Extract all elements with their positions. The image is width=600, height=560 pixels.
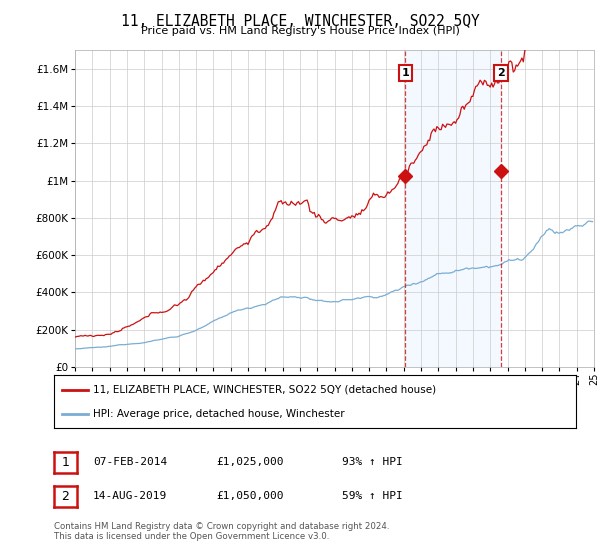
- Text: 2: 2: [61, 489, 70, 503]
- Text: 2: 2: [497, 68, 505, 78]
- Text: Price paid vs. HM Land Registry's House Price Index (HPI): Price paid vs. HM Land Registry's House …: [140, 26, 460, 36]
- Text: 1: 1: [61, 456, 70, 469]
- Text: 1: 1: [401, 68, 409, 78]
- Text: 07-FEB-2014: 07-FEB-2014: [93, 457, 167, 467]
- Text: £1,050,000: £1,050,000: [216, 491, 284, 501]
- Text: 11, ELIZABETH PLACE, WINCHESTER, SO22 5QY (detached house): 11, ELIZABETH PLACE, WINCHESTER, SO22 5Q…: [93, 385, 436, 395]
- Bar: [405, 50, 501, 367]
- Text: 14-AUG-2019: 14-AUG-2019: [93, 491, 167, 501]
- Text: 11, ELIZABETH PLACE, WINCHESTER, SO22 5QY: 11, ELIZABETH PLACE, WINCHESTER, SO22 5Q…: [121, 14, 479, 29]
- Text: £1,025,000: £1,025,000: [216, 457, 284, 467]
- Text: 59% ↑ HPI: 59% ↑ HPI: [342, 491, 403, 501]
- Text: Contains HM Land Registry data © Crown copyright and database right 2024.
This d: Contains HM Land Registry data © Crown c…: [54, 522, 389, 542]
- Text: HPI: Average price, detached house, Winchester: HPI: Average price, detached house, Winc…: [93, 409, 345, 419]
- Text: 93% ↑ HPI: 93% ↑ HPI: [342, 457, 403, 467]
